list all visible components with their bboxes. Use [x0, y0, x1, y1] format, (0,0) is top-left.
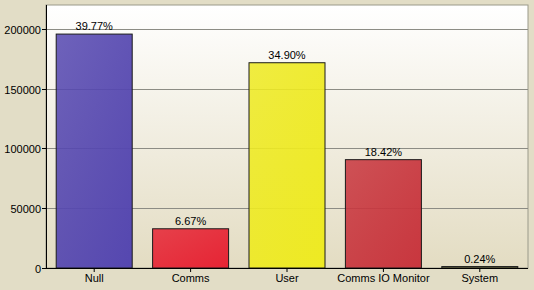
tick-label: 0: [35, 263, 41, 275]
category-label: Comms: [172, 272, 210, 284]
tick-label: 150000: [4, 84, 41, 96]
bar: [153, 229, 229, 268]
bars: [56, 34, 518, 268]
chart-container: 0 50000 100000 150000 200000 39.77% Null 6.67% C…: [0, 0, 534, 290]
category-label: User: [275, 272, 299, 284]
percent-label: 6.67%: [175, 215, 206, 227]
bar: [345, 160, 421, 268]
category-label: System: [461, 272, 498, 284]
category-label: Comms IO Monitor: [337, 272, 430, 284]
percent-label: 0.24%: [464, 253, 495, 265]
y-axis: [46, 5, 47, 268]
tick-mark: [42, 29, 46, 30]
tick-label: 100000: [4, 143, 41, 155]
grid-line: [46, 29, 528, 30]
tick-label: 50000: [10, 203, 41, 215]
tick-label: 200000: [4, 24, 41, 36]
tick-mark: [42, 208, 46, 209]
tick-mark: [42, 148, 46, 149]
bar: [249, 63, 325, 268]
tick-mark: [42, 268, 46, 269]
percent-label: 39.77%: [76, 20, 114, 32]
bar: [56, 34, 132, 268]
category-label: Null: [85, 272, 104, 284]
plot-area: [46, 5, 528, 268]
tick-mark: [42, 89, 46, 90]
bar: [442, 267, 518, 268]
percent-label: 34.90%: [268, 49, 306, 61]
percent-label: 18.42%: [365, 146, 403, 158]
chart-svg: 0 50000 100000 150000 200000 39.77% Null 6.67% C…: [0, 0, 534, 290]
